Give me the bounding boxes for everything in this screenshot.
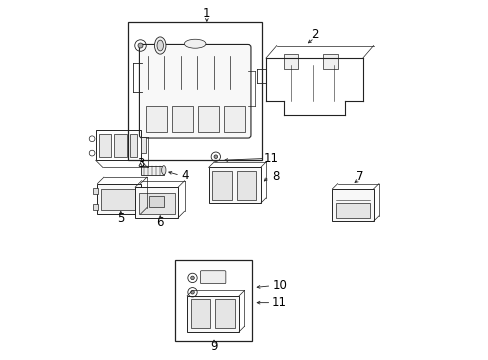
Bar [139,193,174,214]
Ellipse shape [154,37,165,54]
Bar [236,171,256,200]
Circle shape [190,291,194,294]
Text: 4: 4 [181,169,189,182]
Bar [97,184,140,214]
Circle shape [214,155,217,158]
Ellipse shape [184,39,205,48]
Text: 1: 1 [203,7,210,20]
Bar [190,300,210,328]
Circle shape [190,276,194,280]
Text: 2: 2 [310,28,318,41]
Bar [323,54,337,69]
Bar [93,204,98,211]
Bar [215,300,234,328]
Text: 5: 5 [117,212,124,225]
Bar [114,134,126,157]
Text: 7: 7 [355,170,362,183]
Bar [130,134,137,157]
Bar [198,107,219,132]
Bar [101,189,137,211]
Text: 11: 11 [264,152,278,165]
Bar [174,260,251,341]
Bar [140,166,163,175]
Bar [140,137,145,153]
Bar [135,187,178,218]
Bar [99,134,111,157]
Bar [149,196,163,207]
Bar [224,107,244,132]
Text: 10: 10 [272,279,286,292]
Text: 3: 3 [137,157,144,170]
Text: 9: 9 [210,340,217,353]
Bar [145,107,166,132]
Bar [96,130,140,160]
Text: 6: 6 [156,216,163,229]
Text: 8: 8 [271,170,279,183]
Bar [187,296,239,332]
Bar [212,171,231,200]
Circle shape [138,43,142,48]
FancyBboxPatch shape [200,271,225,284]
Bar [172,107,192,132]
Ellipse shape [157,40,163,51]
Bar [335,203,369,218]
Text: 11: 11 [272,296,286,309]
Bar [93,188,98,194]
Bar [208,167,260,203]
Bar [284,54,298,69]
Bar [128,22,262,160]
Ellipse shape [162,166,165,175]
FancyBboxPatch shape [139,44,250,138]
Bar [332,189,373,221]
